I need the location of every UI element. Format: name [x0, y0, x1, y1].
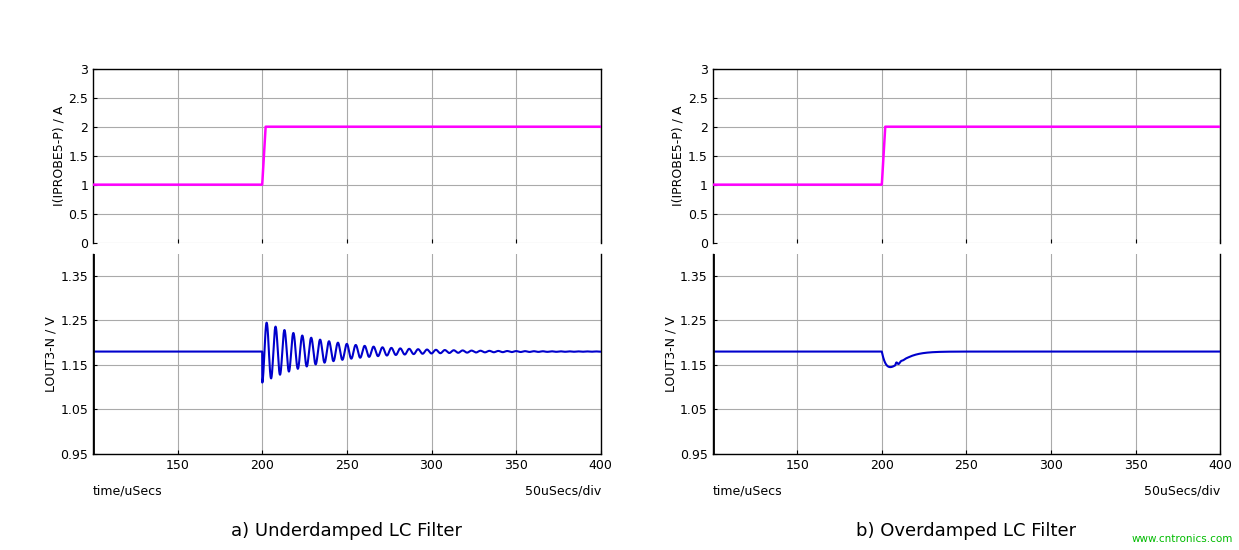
- Y-axis label: I(IPROBE5-P) / A: I(IPROBE5-P) / A: [672, 106, 685, 206]
- Text: www.cntronics.com: www.cntronics.com: [1131, 535, 1233, 544]
- Y-axis label: I(IPROBE5-P) / A: I(IPROBE5-P) / A: [52, 106, 66, 206]
- Text: 50uSecs/div: 50uSecs/div: [1144, 484, 1220, 497]
- Text: a) Underdamped LC Filter: a) Underdamped LC Filter: [232, 522, 462, 541]
- Text: time/uSecs: time/uSecs: [93, 484, 162, 497]
- Text: b) Overdamped LC Filter: b) Overdamped LC Filter: [856, 522, 1077, 541]
- Text: time/uSecs: time/uSecs: [712, 484, 782, 497]
- Y-axis label: LOUT3-N / V: LOUT3-N / V: [45, 316, 57, 392]
- Y-axis label: LOUT3-N / V: LOUT3-N / V: [664, 316, 676, 392]
- Text: 50uSecs/div: 50uSecs/div: [524, 484, 601, 497]
